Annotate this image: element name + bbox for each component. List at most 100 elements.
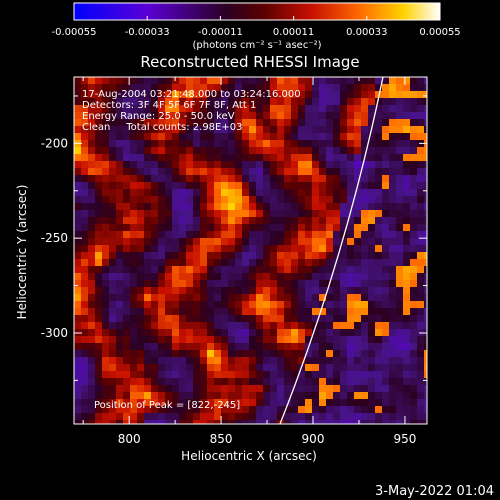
heatmap-cell [109,259,117,267]
heatmap-cell [319,98,327,106]
heatmap-cell [305,119,313,127]
heatmap-cell [214,133,222,141]
heatmap-cell [109,385,117,393]
heatmap-cell [151,147,159,155]
heatmap-cell [179,392,187,400]
heatmap-cell [235,91,243,99]
heatmap-cell [109,154,117,162]
heatmap-cell [319,112,327,120]
heatmap-cell [291,315,299,323]
heatmap-cell [340,217,348,225]
heatmap-cell [347,413,355,421]
heatmap-cell [137,322,145,330]
heatmap-cell [424,182,427,190]
heatmap-cell [270,217,278,225]
heatmap-cell [172,336,180,344]
heatmap-cell [340,273,348,281]
heatmap-cell [81,189,89,197]
heatmap-cell [326,322,334,330]
heatmap-cell [151,77,159,85]
heatmap-cell [361,77,369,85]
heatmap-cell [291,245,299,253]
heatmap-cell [186,210,194,218]
heatmap-cell [312,413,320,421]
heatmap-cell [326,385,334,393]
heatmap-cell [403,322,411,330]
heatmap-cell [270,385,278,393]
heatmap-cell [81,175,89,183]
heatmap-cell [396,133,404,141]
heatmap-cell [123,350,131,358]
heatmap-cell [305,336,313,344]
heatmap-cell [158,371,166,379]
heatmap-cell [403,140,411,148]
x-tick-label: 800 [118,432,141,446]
heatmap-cell [382,280,390,288]
heatmap-cell [221,413,229,421]
heatmap-cell [389,273,397,281]
heatmap-cell [291,168,299,176]
heatmap-cell [326,357,334,365]
heatmap-cell [347,350,355,358]
heatmap-cell [102,280,110,288]
heatmap-cell [354,413,362,421]
heatmap-cell [249,322,257,330]
heatmap-cell [382,182,390,190]
heatmap-cell [256,245,264,253]
heatmap-cell [172,175,180,183]
heatmap-cell [361,259,369,267]
heatmap-cell [417,154,425,162]
heatmap-cell [207,329,215,337]
heatmap-cell [193,252,201,260]
heatmap-cell [319,406,327,414]
heatmap-cell [165,238,173,246]
heatmap-cell [319,238,327,246]
heatmap-cell [361,126,369,134]
heatmap-cell [389,266,397,274]
heatmap-cell [326,126,334,134]
heatmap-cell [130,287,138,295]
heatmap-cell [81,245,89,253]
heatmap-cell [172,203,180,211]
heatmap-cell [256,315,264,323]
heatmap-cell [354,105,362,113]
heatmap-cell [235,196,243,204]
heatmap-cell [340,364,348,372]
heatmap-cell [312,385,320,393]
heatmap-cell [172,98,180,106]
heatmap-cell [417,175,425,183]
heatmap-cell [312,357,320,365]
heatmap-cell [123,154,131,162]
heatmap-cell [144,168,152,176]
heatmap-cell [403,287,411,295]
heatmap-cell [396,280,404,288]
heatmap-cell [221,182,229,190]
heatmap-cell [186,196,194,204]
heatmap-cell [312,252,320,260]
heatmap-cell [130,224,138,232]
heatmap-cell [319,266,327,274]
heatmap-cell [151,266,159,274]
heatmap-cell [102,189,110,197]
heatmap-cell [347,385,355,393]
heatmap-cell [389,210,397,218]
heatmap-cell [305,105,313,113]
heatmap-cell [242,350,250,358]
heatmap-cell [347,315,355,323]
heatmap-cell [305,147,313,155]
heatmap-cell [186,259,194,267]
heatmap-cell [410,147,418,155]
heatmap-cell [221,91,229,99]
heatmap-cell [242,168,250,176]
heatmap-cell [389,224,397,232]
heatmap-cell [200,126,208,134]
heatmap-cell [361,301,369,309]
heatmap-cell [95,357,103,365]
heatmap-cell [396,217,404,225]
heatmap-cell [319,133,327,141]
heatmap-cell [109,245,117,253]
heatmap-cell [326,217,334,225]
heatmap-cell [347,126,355,134]
heatmap-cell [116,112,124,120]
heatmap-cell [396,210,404,218]
